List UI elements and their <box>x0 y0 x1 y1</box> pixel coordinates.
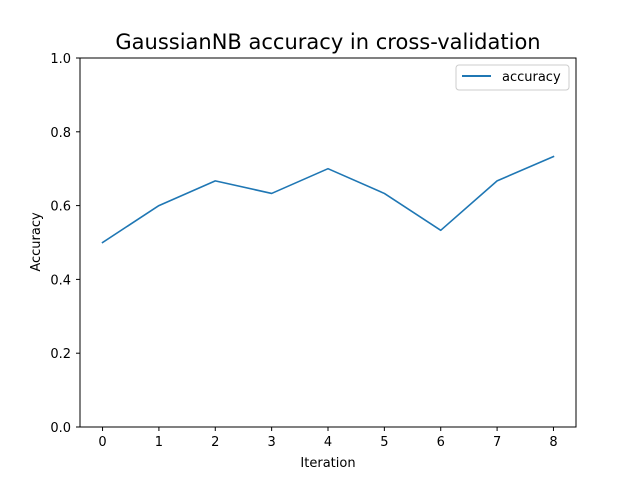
data-point <box>440 230 442 232</box>
data-point <box>553 156 555 158</box>
data-point <box>214 180 216 182</box>
data-point <box>327 168 329 170</box>
data-point <box>102 242 104 244</box>
axis-ticks: 0 1 2 3 4 5 6 7 8 0.0 0.2 0.4 0.6 0.8 1.0 <box>50 52 557 450</box>
data-point <box>384 193 386 195</box>
x-tick-label: 8 <box>549 435 557 450</box>
y-tick-label: 0.0 <box>50 421 71 436</box>
legend-frame <box>455 64 570 91</box>
x-tick-label: 7 <box>493 435 501 450</box>
series-line-accuracy <box>101 155 555 244</box>
x-tick-label: 2 <box>211 435 219 450</box>
chart-title: GaussianNB accuracy in cross-validation <box>115 30 540 54</box>
x-tick-label: 6 <box>437 435 445 450</box>
y-tick-label: 0.8 <box>50 126 71 141</box>
axes-frame <box>79 57 577 428</box>
data-point <box>271 193 273 195</box>
plot-area <box>79 57 577 428</box>
x-tick-label: 0 <box>98 435 106 450</box>
y-tick-label: 0.6 <box>50 200 71 215</box>
data-point <box>158 205 160 207</box>
legend: accuracy <box>455 64 570 91</box>
x-tick-label: 1 <box>155 435 163 450</box>
data-point <box>496 180 498 182</box>
x-tick-label: 4 <box>324 435 332 450</box>
y-tick-label: 1.0 <box>50 52 71 67</box>
legend-label: accuracy <box>502 70 561 85</box>
x-tick-label: 5 <box>380 435 388 450</box>
y-tick-label: 0.4 <box>50 273 71 288</box>
y-axis-label: Accuracy <box>29 212 44 272</box>
x-axis-label: Iteration <box>300 456 355 471</box>
y-tick-label: 0.2 <box>50 347 71 362</box>
x-tick-label: 3 <box>267 435 275 450</box>
